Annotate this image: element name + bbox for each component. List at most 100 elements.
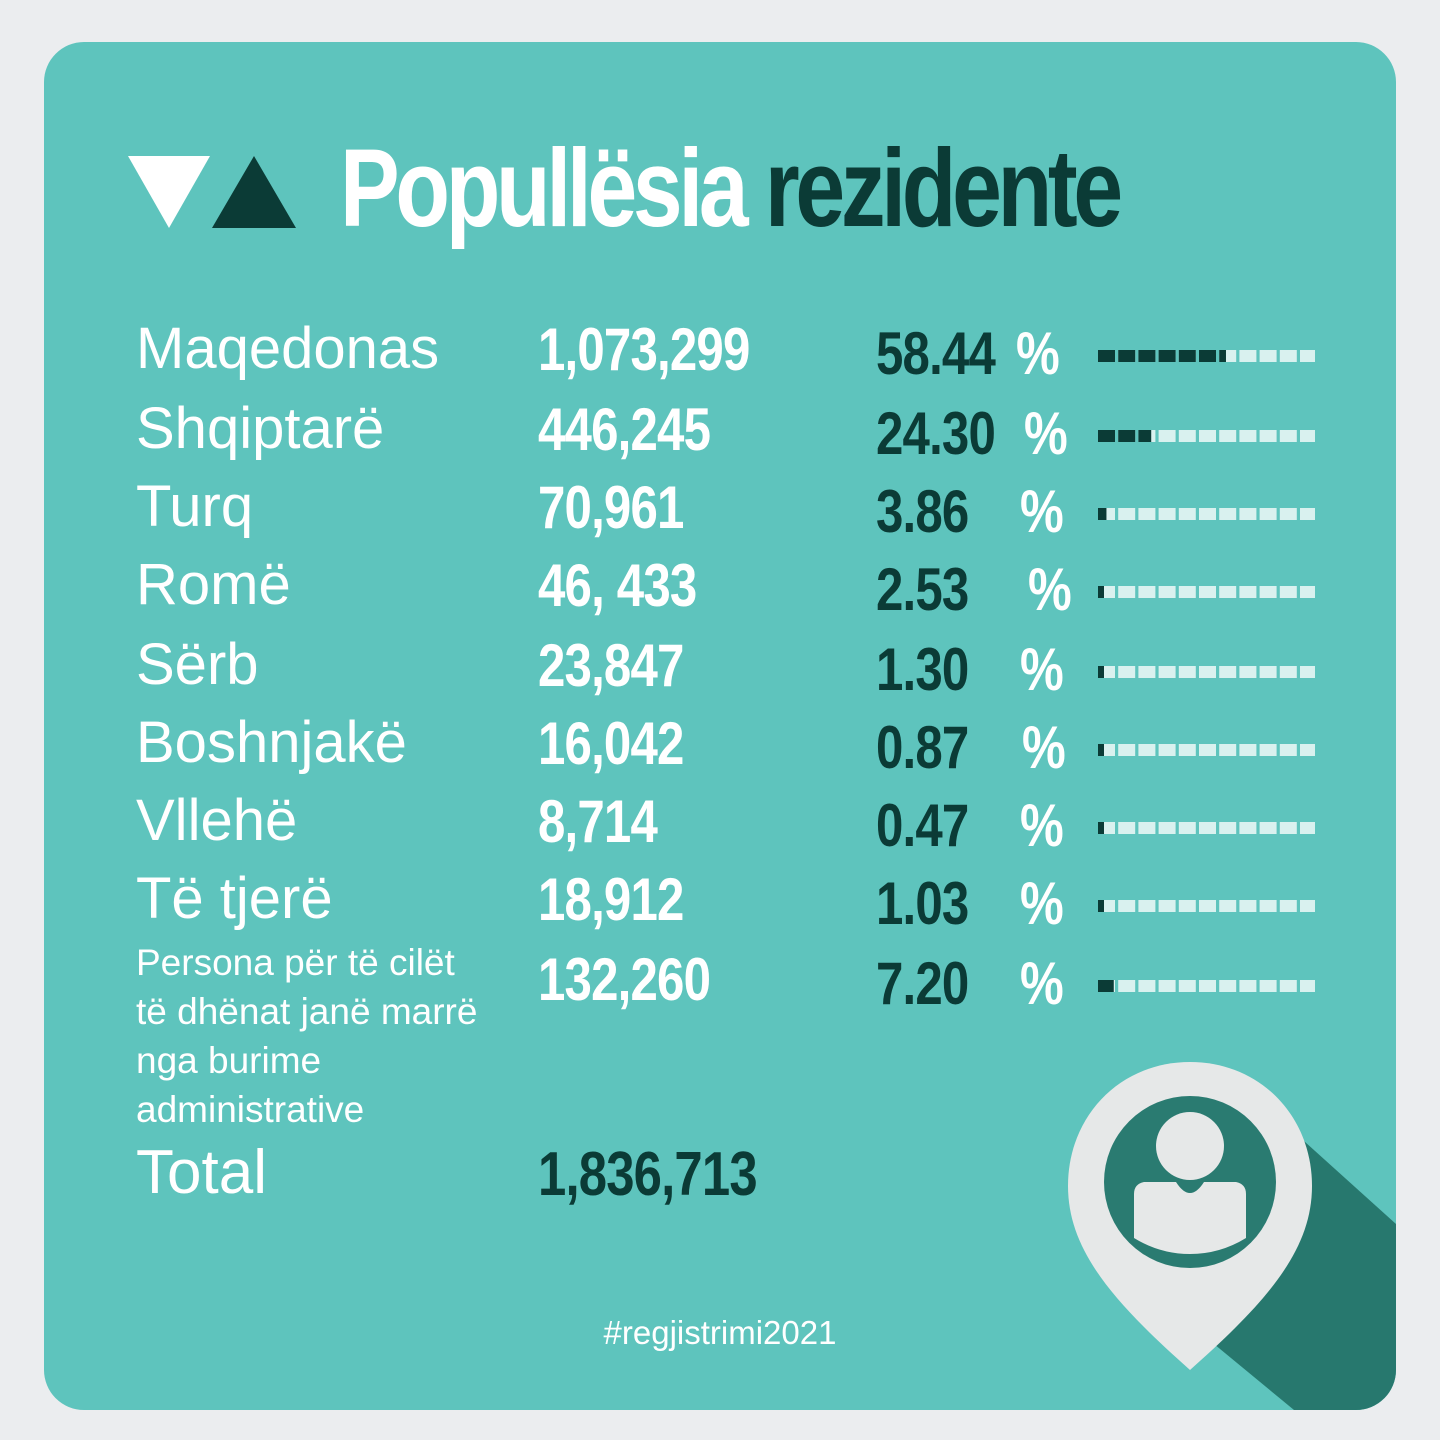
- bar-segment-filled: [1138, 430, 1152, 442]
- bar-segment: [1259, 744, 1277, 756]
- bar-segment: [1259, 350, 1277, 362]
- bar-segment: [1178, 430, 1196, 442]
- person-body: [1134, 1182, 1246, 1254]
- bar-segment-filled: [1098, 980, 1114, 992]
- percent-sign: %: [1020, 478, 1064, 545]
- bar-segment: [1158, 508, 1176, 520]
- title-part-1: Popullësia: [340, 127, 749, 251]
- bar-segment-filled: [1158, 350, 1176, 362]
- row-label-line: nga burime: [136, 1040, 322, 1081]
- bar-segment: [1300, 744, 1315, 756]
- bar-segment: [1279, 744, 1297, 756]
- bar-segment: [1178, 666, 1196, 678]
- table-row: Persona për të cilët të dhënat janë marrë…: [44, 942, 1396, 1130]
- bar-segment: [1178, 980, 1196, 992]
- bar-segment: [1158, 900, 1176, 912]
- row-percent: 0.87: [876, 714, 969, 781]
- bar-segment: [1259, 822, 1277, 834]
- location-pin-person-icon: [1068, 1062, 1396, 1410]
- row-label: Romë: [136, 552, 291, 617]
- bar-segment: [1118, 980, 1136, 992]
- percent-sign: %: [1020, 792, 1064, 859]
- row-percent-bar: [1098, 744, 1315, 756]
- row-count: 132,260: [538, 946, 711, 1013]
- bar-segment: [1199, 666, 1216, 678]
- triangle-down-icon: [128, 156, 210, 228]
- row-label: Vllehë: [136, 788, 298, 853]
- bar-segment: [1158, 430, 1176, 442]
- bar-segment: [1158, 822, 1176, 834]
- bar-segment: [1239, 744, 1257, 756]
- bar-segment: [1259, 508, 1277, 520]
- row-percent: 3.86: [876, 478, 969, 545]
- row-count: 18,912: [538, 866, 684, 933]
- row-label-line: Persona për të cilët: [136, 942, 455, 983]
- bar-segment: [1118, 744, 1136, 756]
- row-count: 446,245: [538, 396, 711, 463]
- row-count: 1,073,299: [538, 316, 750, 383]
- row-percent: 1.03: [876, 870, 969, 937]
- bar-segment: [1178, 508, 1196, 520]
- bar-segment: [1138, 980, 1156, 992]
- percent-sign: %: [1022, 714, 1066, 781]
- row-count: 16,042: [538, 710, 684, 777]
- row-label-line: të dhënat janë marrë: [136, 991, 478, 1032]
- title-part-2: rezidente: [764, 127, 1123, 251]
- bar-segment: [1259, 666, 1277, 678]
- row-percent: 24.30: [876, 400, 996, 467]
- row-label: Shqiptarë: [136, 396, 385, 461]
- bar-segment: [1178, 822, 1196, 834]
- person-head: [1156, 1112, 1224, 1180]
- bar-segment: [1199, 980, 1216, 992]
- row-percent-bar: [1098, 508, 1315, 520]
- bar-segment: [1219, 980, 1237, 992]
- bar-segment: [1219, 822, 1237, 834]
- bar-segment-filled: [1098, 508, 1107, 520]
- table-row: Turq 70,961 3.86%: [44, 478, 1396, 556]
- total-value: 1,836,713: [538, 1140, 758, 1209]
- bar-segment: [1158, 980, 1176, 992]
- bar-segment: [1219, 744, 1237, 756]
- row-percent: 1.30: [876, 636, 969, 703]
- bar-segment: [1300, 350, 1315, 362]
- bar-segment: [1138, 666, 1156, 678]
- bar-segment: [1300, 900, 1315, 912]
- page-title: Popullësia rezidente: [340, 134, 1123, 244]
- bar-segment-filled: [1098, 430, 1115, 442]
- table-row: Romë 46, 433 2.53%: [44, 556, 1396, 634]
- bar-segment: [1300, 822, 1315, 834]
- total-label: Total: [136, 1138, 267, 1207]
- bar-segment: [1300, 586, 1315, 598]
- row-percent-bar: [1098, 900, 1315, 912]
- bar-segment: [1219, 666, 1237, 678]
- row-label-line: administrative: [136, 1089, 365, 1130]
- bar-segment: [1259, 980, 1277, 992]
- row-label: Sërb: [136, 632, 259, 697]
- bar-segment: [1178, 744, 1196, 756]
- bar-segment-filled: [1098, 744, 1104, 756]
- infographic-card: Popullësia rezidente Maqedonas 1,073,299 5…: [44, 42, 1396, 1410]
- table-row: Të tjerë 18,912 1.03%: [44, 870, 1396, 948]
- bar-segment: [1219, 586, 1237, 598]
- bar-segment-filled: [1098, 586, 1104, 598]
- row-percent: 58.44: [876, 320, 996, 387]
- bar-segment-filled: [1098, 822, 1104, 834]
- bar-segment: [1118, 586, 1136, 598]
- row-percent: 2.53: [876, 556, 969, 623]
- row-label: Turq: [136, 474, 254, 539]
- row-percent-bar: [1098, 430, 1315, 442]
- bar-segment-filled: [1138, 350, 1156, 362]
- bar-segment: [1118, 900, 1136, 912]
- bar-segment: [1239, 508, 1257, 520]
- table-row: Shqiptarë 446,245 24.30%: [44, 400, 1396, 478]
- bar-segment: [1138, 508, 1156, 520]
- bar-segment: [1279, 586, 1297, 598]
- bar-segment: [1239, 350, 1257, 362]
- bar-segment: [1300, 980, 1315, 992]
- bar-segment: [1259, 900, 1277, 912]
- bar-segment: [1199, 586, 1216, 598]
- percent-sign: %: [1020, 870, 1064, 937]
- percent-sign: %: [1020, 636, 1064, 703]
- bar-segment: [1279, 822, 1297, 834]
- bar-segment: [1279, 666, 1297, 678]
